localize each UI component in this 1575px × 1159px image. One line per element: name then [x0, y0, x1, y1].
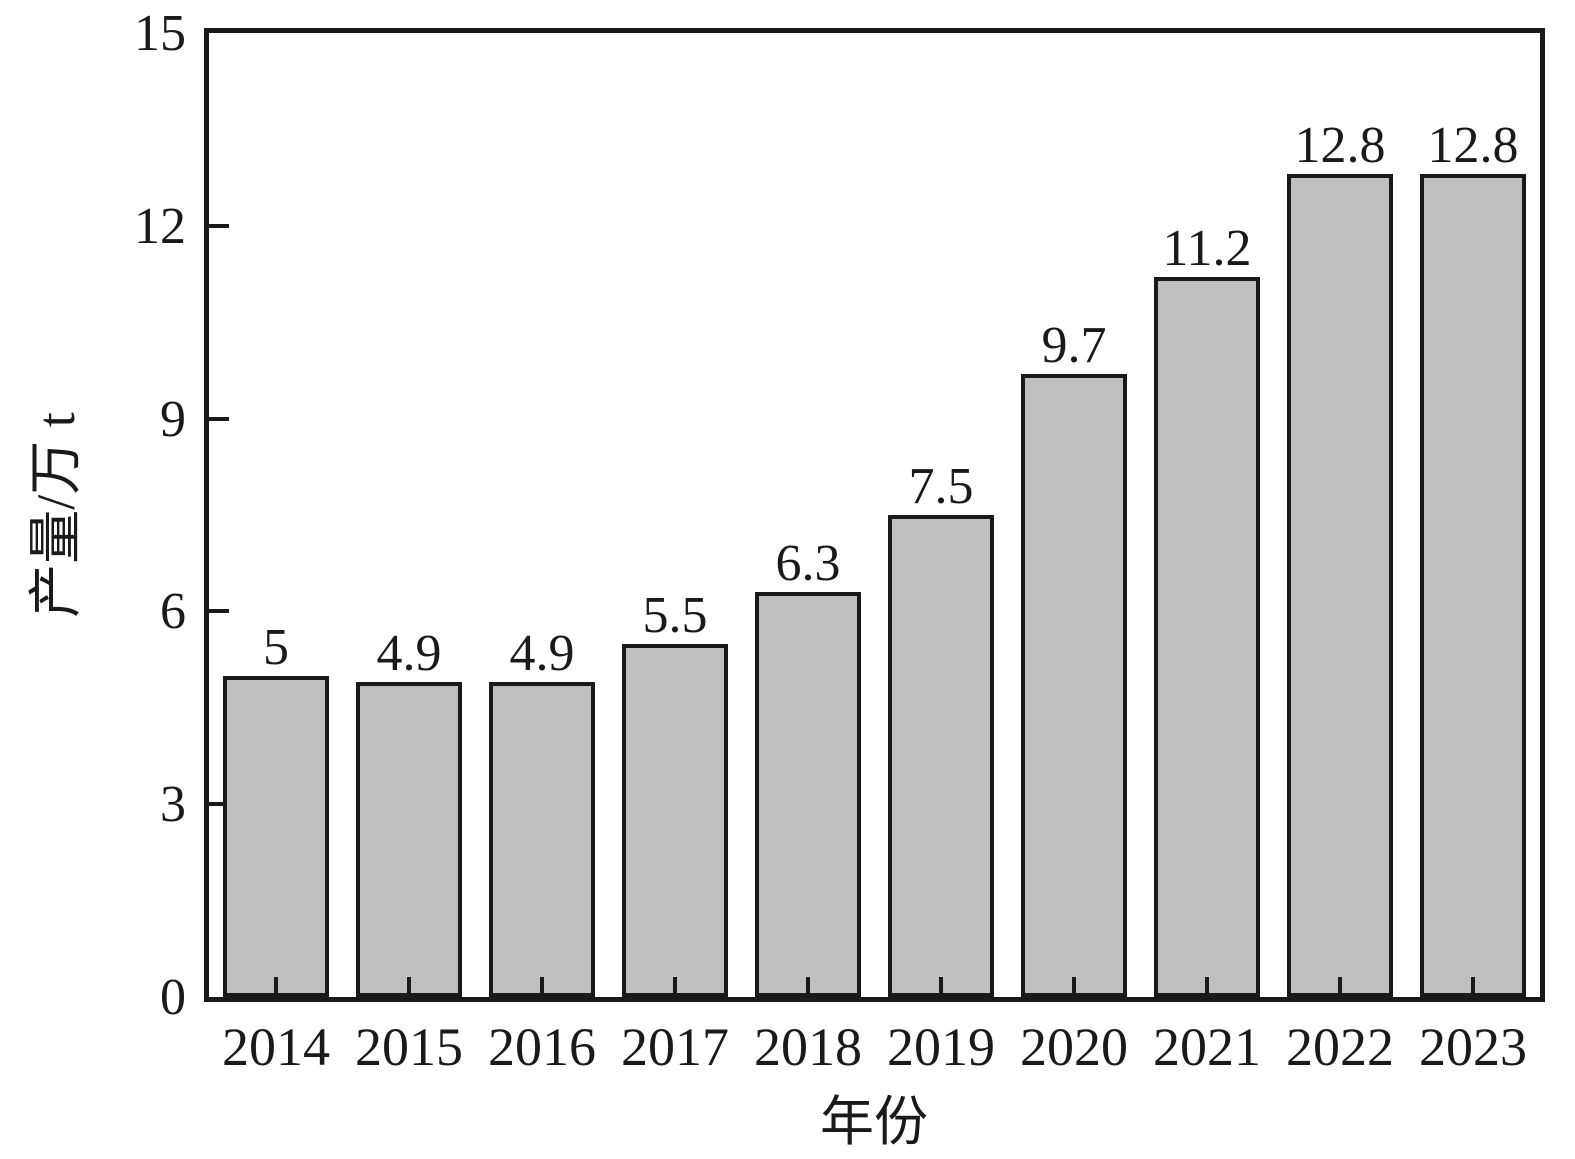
x-tick-label-2015: 2015: [355, 1017, 463, 1077]
x-tick-mark: [1471, 977, 1475, 997]
bar-2015: [356, 682, 462, 997]
y-tick-mark: [209, 802, 229, 807]
x-tick-mark: [407, 977, 411, 997]
bar-2021: [1154, 277, 1260, 997]
x-tick-label-2023: 2023: [1419, 1017, 1527, 1077]
x-tick-mark: [939, 977, 943, 997]
bar-value-label-2017: 5.5: [642, 587, 708, 644]
plot-area: [204, 28, 1545, 1002]
y-tick-mark: [209, 223, 229, 228]
bar-value-label-2018: 6.3: [775, 535, 841, 592]
y-tick-label: 3: [160, 776, 186, 834]
bar-value-label-2021: 11.2: [1162, 220, 1252, 277]
bar-value-label-2014: 5: [263, 619, 289, 676]
x-tick-label-2021: 2021: [1153, 1017, 1261, 1077]
bar-value-label-2023: 12.8: [1427, 117, 1519, 174]
bar-2018: [755, 592, 861, 997]
bar-2017: [622, 644, 728, 997]
x-tick-label-2018: 2018: [754, 1017, 862, 1077]
bar-value-label-2019: 7.5: [908, 458, 974, 515]
x-tick-mark: [1205, 977, 1209, 997]
x-tick-mark: [274, 977, 278, 997]
bar-value-label-2020: 9.7: [1041, 317, 1107, 374]
x-tick-mark: [673, 977, 677, 997]
x-tick-label-2016: 2016: [488, 1017, 596, 1077]
x-tick-label-2022: 2022: [1286, 1017, 1394, 1077]
y-tick-label: 6: [160, 583, 186, 641]
y-tick-label: 15: [134, 5, 186, 62]
y-tick-label: 0: [160, 969, 186, 1026]
x-tick-label-2020: 2020: [1020, 1017, 1128, 1077]
x-tick-label-2019: 2019: [887, 1017, 995, 1077]
bar-2022: [1287, 174, 1393, 997]
y-tick-mark: [209, 609, 229, 614]
bar-value-label-2022: 12.8: [1294, 117, 1386, 174]
y-tick-mark: [209, 416, 229, 421]
x-tick-mark: [1072, 977, 1076, 997]
bar-2019: [888, 515, 994, 997]
bar-2016: [489, 682, 595, 997]
y-tick-label: 12: [134, 197, 186, 255]
x-axis-title: 年份: [820, 1092, 928, 1152]
x-tick-mark: [540, 977, 544, 997]
bar-2023: [1420, 174, 1526, 997]
bar-2014: [223, 676, 329, 997]
bar-value-label-2016: 4.9: [509, 625, 575, 682]
x-tick-mark: [806, 977, 810, 997]
bar-value-label-2015: 4.9: [376, 625, 442, 682]
x-tick-label-2017: 2017: [621, 1017, 729, 1077]
x-tick-mark: [1338, 977, 1342, 997]
y-tick-label: 9: [160, 390, 186, 448]
bar-2020: [1021, 374, 1127, 997]
x-tick-label-2014: 2014: [222, 1017, 330, 1077]
